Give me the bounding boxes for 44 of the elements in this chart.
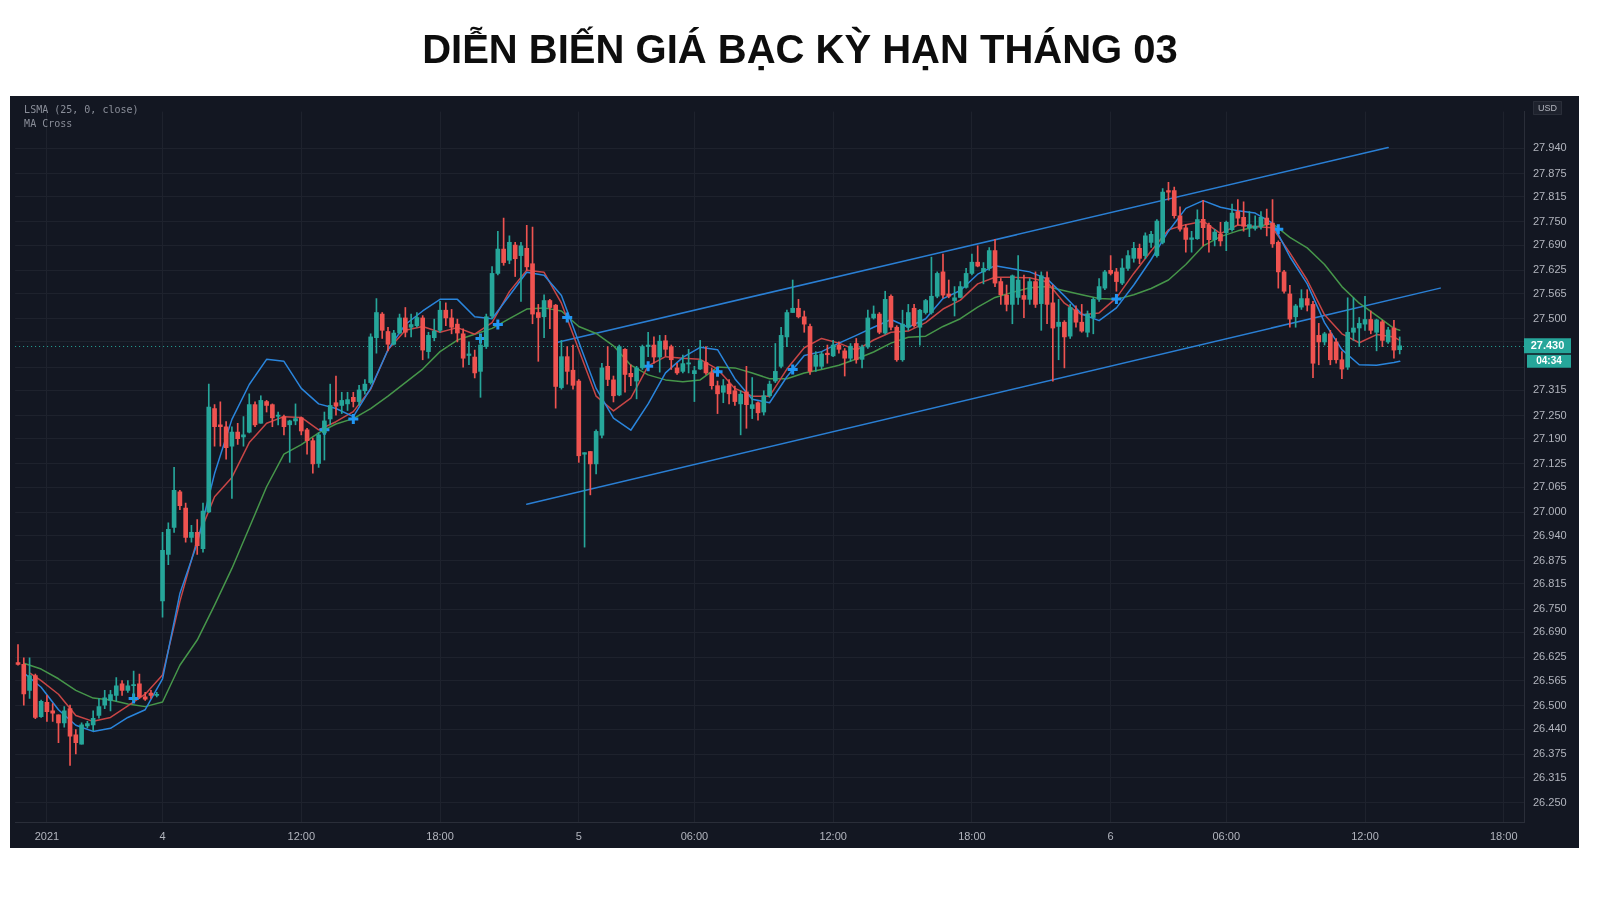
y-tick-label: 26.750 [1533,602,1567,615]
text: 04:34 [1536,355,1563,367]
x-tick-label: 12:00 [1351,829,1379,842]
x-tick-label: 18:00 [958,829,986,842]
annotation: LSMA (25, 0, close) [24,103,139,115]
y-tick-label: 27.315 [1533,383,1567,396]
y-tick-label: 27.690 [1533,238,1567,251]
x-tick-label: 12:00 [287,829,316,842]
y-tick-label: 27.815 [1533,189,1567,202]
y-tick-label: 27.750 [1533,214,1567,227]
y-tick-label: 26.315 [1533,770,1567,783]
y-tick-label: 27.000 [1533,505,1567,518]
y-tick-label: 26.875 [1533,553,1567,566]
y-tick-label: 26.690 [1533,625,1567,638]
chart-title: DIỄN BIẾN GIÁ BẠC KỲ HẠN THÁNG 03 [422,27,1178,71]
x-tick-label: 4 [159,829,166,842]
x-tick-label: 18:00 [1490,829,1518,842]
x-tick-label: 2021 [34,829,60,842]
y-tick-label: 26.375 [1533,747,1567,760]
x-tick-label: 5 [575,829,582,842]
y-tick-label: 27.565 [1533,286,1567,299]
y-tick-label: 27.125 [1533,456,1567,469]
y-tick-label: 27.625 [1533,263,1567,276]
y-tick-label: 27.250 [1533,408,1567,421]
y-tick-label: 26.815 [1533,576,1567,589]
y-tick-label: 26.565 [1533,673,1567,686]
y-tick-label: 26.250 [1533,795,1567,808]
x-tick-label: 6 [1107,829,1114,842]
y-tick-label: 26.500 [1533,698,1567,711]
y-tick-label: 26.440 [1533,722,1567,735]
ref-line-label: 27.430 [1530,339,1565,352]
y-axis-title: USD [1537,102,1558,113]
y-tick-label: 27.875 [1533,166,1567,179]
x-tick-label: 06:00 [1212,829,1241,842]
y-tick-label: 27.065 [1533,480,1567,493]
y-tick-label: 27.500 [1533,311,1567,324]
x-tick-label: 12:00 [819,829,847,842]
x-tick-label: 06:00 [680,829,709,842]
x-tick-label: 18:00 [426,829,454,842]
y-tick-label: 27.940 [1533,141,1567,154]
y-tick-label: 27.190 [1533,431,1567,444]
y-tick-label: 26.940 [1533,528,1567,541]
y-tick-label: 26.625 [1533,650,1567,663]
annotation: MA Cross [24,117,73,129]
